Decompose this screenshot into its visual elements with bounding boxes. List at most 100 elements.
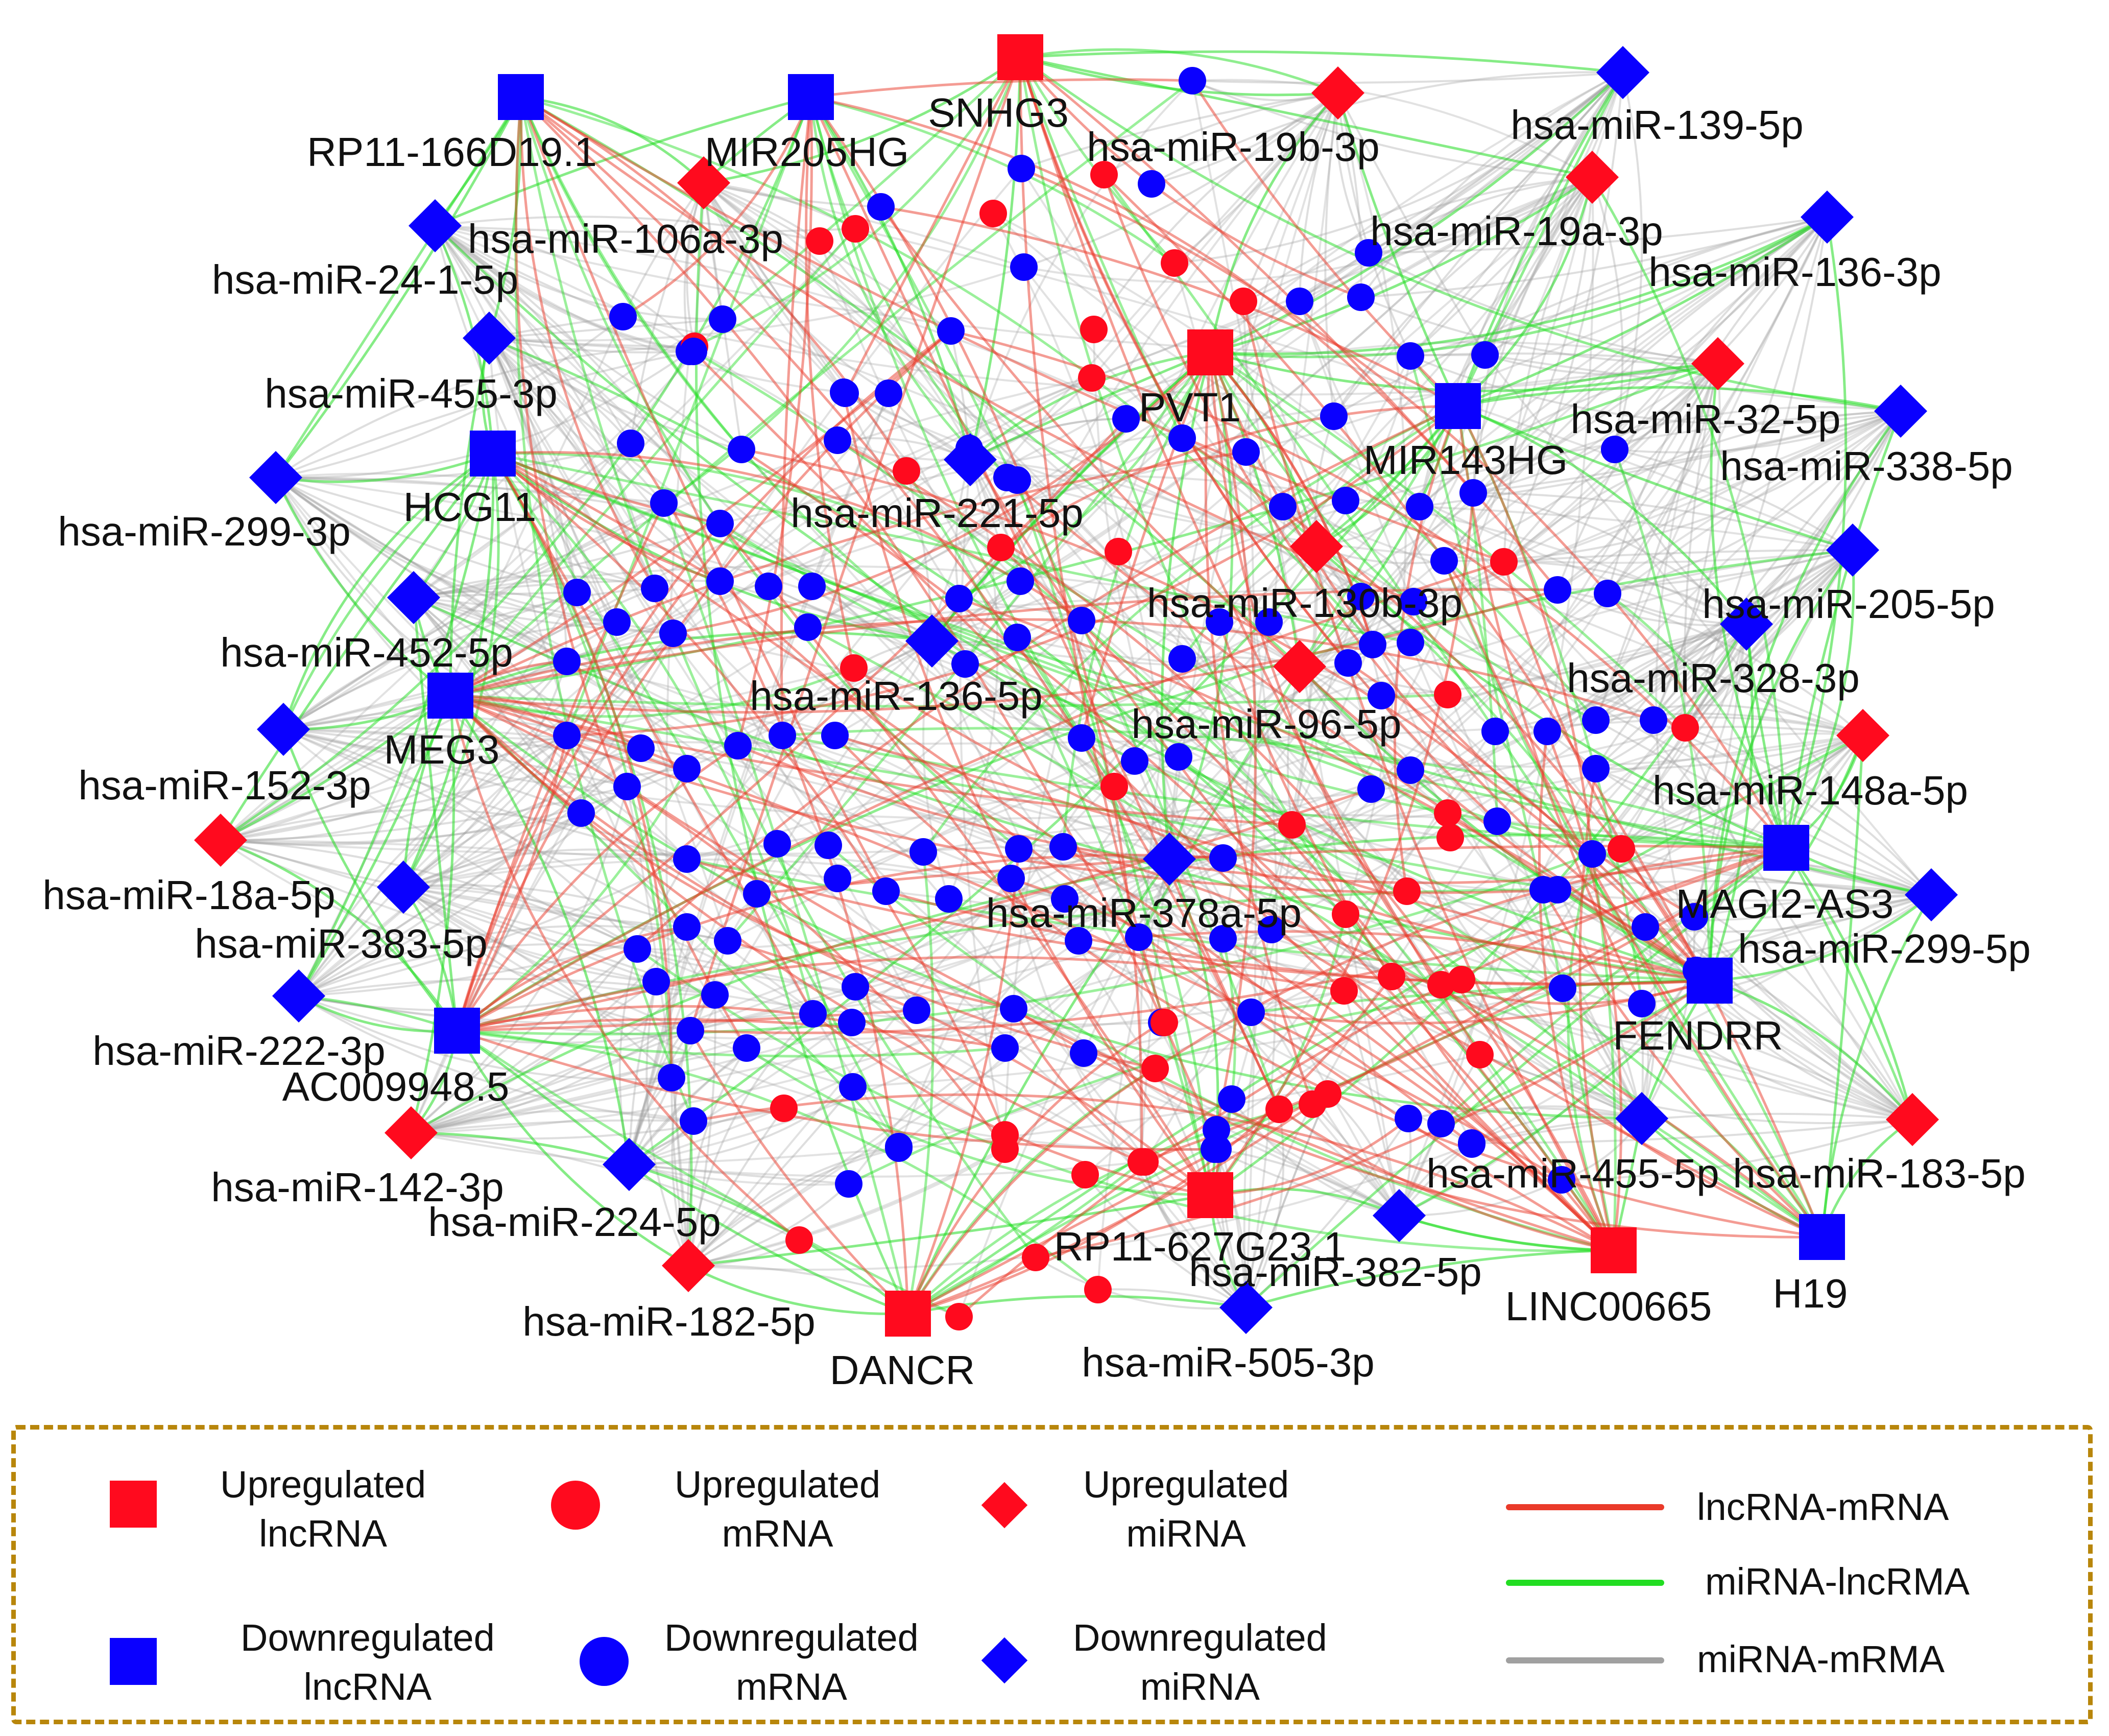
mirna-mrna-edge: [403, 886, 814, 1015]
mirna-mrna-edge: [671, 1030, 691, 1266]
mirna-lncrna-edge: [807, 626, 1823, 1239]
mirna-mrna-edge: [781, 640, 932, 736]
mirna-mrna-edge: [413, 318, 724, 599]
mirna-mrna-edge: [703, 182, 881, 208]
mirna-mrna-edge: [1083, 216, 1828, 1054]
lncrna-mrna-edge: [456, 418, 1127, 1032]
mirna-mrna-edge: [687, 1107, 785, 1266]
mirna-mrna-edge: [1333, 72, 1624, 417]
mirna-mrna-edge: [1443, 216, 1828, 562]
mirna-mrna-edge: [1161, 410, 1901, 1024]
mirna-mrna-edge: [1168, 561, 1504, 860]
upregulated-mrna-node: [1105, 538, 1132, 565]
lncrna-mrna-edge: [456, 330, 952, 1031]
mirna-lncrna-edge: [1210, 216, 1828, 355]
downregulated-mrna-node: [1006, 567, 1034, 595]
mirna-mrna-edge: [489, 266, 1024, 342]
lncrna-label: AC009948.5: [282, 1064, 510, 1109]
mirna-mrna-edge: [434, 225, 690, 352]
mirna-mrna-edge: [1641, 1003, 1913, 1121]
mirna-mrna-edge: [1614, 216, 1828, 450]
upregulated-mrna-node: [1278, 811, 1306, 839]
mirna-mrna-edge: [782, 734, 1932, 902]
lncrna-node-pvt1: [1187, 329, 1233, 375]
mirna-mrna-edge: [275, 350, 694, 479]
upregulated-mrna-node: [1022, 1244, 1049, 1271]
upregulated-mrna-node: [1151, 1009, 1178, 1036]
mirna-mrna-edge: [1595, 549, 1853, 721]
mirna-lncrna-edge: [782, 727, 1787, 849]
lncrna-mrna-edge: [727, 939, 1211, 1196]
mirna-mrna-edge: [1271, 549, 1854, 931]
mirna-node-hsa-mir-505-3p: [1219, 1281, 1273, 1334]
downregulated-mrna-node: [706, 567, 734, 595]
mirna-mrna-edge: [220, 747, 641, 841]
mirna-mrna-edge: [1473, 216, 1828, 494]
mirna-node-hsa-mir-130b-3p: [1290, 520, 1343, 573]
lncrna-label: MIR143HG: [1363, 437, 1568, 483]
mirna-mrna-edge: [1655, 363, 1719, 971]
mirna-mrna-edge: [1484, 354, 1932, 896]
downregulated-mrna-node: [1286, 288, 1313, 315]
mirna-mrna-edge: [836, 176, 1593, 879]
mirna-node-hsa-mir-136-3p: [1801, 191, 1854, 244]
mirna-label: hsa-miR-299-5p: [1738, 926, 2031, 971]
mirna-lncrna-edge: [1457, 216, 1828, 408]
mirna-mrna-edge: [1013, 1008, 1400, 1217]
mirna-lncrna-edge: [969, 351, 1211, 461]
mirna-lncrna-edge: [1019, 56, 1901, 413]
lncrna-mrna-edge: [456, 560, 1504, 1032]
downregulated-mrna-node: [1332, 487, 1359, 514]
mirna-mrna-edge: [1546, 549, 1853, 732]
lncrna-mrna-edge: [1103, 174, 1824, 1238]
downregulated-mrna-node: [1397, 756, 1424, 784]
downregulated-mrna-node: [1138, 170, 1165, 198]
mirna-mrna-edge: [434, 225, 721, 525]
lncrna-mrna-edge: [810, 96, 1474, 494]
mirna-mrna-edge: [489, 337, 690, 353]
lncrna-mrna-edge: [689, 1030, 909, 1315]
mirna-mrna-edge: [703, 182, 846, 394]
mirna-mrna-edge: [959, 459, 1006, 1150]
mirna-mrna-edge: [1010, 878, 1247, 1309]
downregulated-mrna-node: [677, 1017, 704, 1044]
mirna-mrna-edge: [1151, 92, 1339, 185]
downregulated-mrna-node: [1000, 995, 1027, 1022]
mirna-mrna-edge: [434, 225, 578, 593]
lncrna-mrna-edge: [1019, 57, 1481, 1056]
mirna-mrna-edge: [1337, 92, 1411, 356]
mirna-lncrna-edge: [1245, 1249, 1614, 1309]
mirna-label: hsa-miR-142-3p: [211, 1164, 504, 1210]
lncrna-mrna-edge: [629, 442, 909, 1314]
mirna-lncrna-edge: [1209, 92, 1339, 353]
mirna-lncrna-edge: [449, 338, 491, 696]
legend-up-mrna-circle: [551, 1481, 600, 1530]
mirna-mrna-edge: [1607, 216, 1828, 594]
downregulated-mrna-node: [794, 613, 822, 641]
mirna-mrna-edge: [1695, 734, 1864, 971]
downregulated-mrna-node: [1397, 342, 1424, 370]
mirna-mrna-edge: [1419, 72, 1624, 507]
mirna-lncrna-edge: [434, 225, 1710, 982]
mirna-mrna-edge: [1595, 719, 1932, 896]
lncrna-node-linc00665: [1591, 1227, 1637, 1273]
mirna-lncrna-edge: [1209, 351, 1686, 729]
mirna-lncrna-edge: [1708, 549, 1854, 981]
downregulated-mrna-node: [680, 338, 707, 365]
lncrna-mrna-edge: [780, 97, 812, 736]
mirna-mrna-edge: [1410, 216, 1828, 357]
lncrna-mrna-edge: [1000, 546, 1615, 1251]
mirna-mrna-edge: [628, 1047, 748, 1166]
mirna-mrna-edge: [629, 940, 1080, 1166]
mirna-mrna-edge: [670, 640, 933, 1079]
mirna-mrna-edge: [1006, 477, 1853, 564]
mirna-node-hsa-mir-221-5p: [944, 433, 997, 486]
downregulated-mrna-node: [1232, 438, 1260, 466]
lncrna-mrna-edge: [1542, 889, 1823, 1238]
legend-lncrna-mrna-label: lncRNA-mRNA: [1697, 1486, 1949, 1528]
mirna-mrna-edge: [688, 1183, 850, 1267]
mirna-mrna-edge: [220, 839, 638, 950]
mirna-mrna-edge: [282, 591, 578, 730]
mirna-mrna-edge: [411, 1109, 694, 1134]
mirna-mrna-edge: [434, 225, 665, 504]
